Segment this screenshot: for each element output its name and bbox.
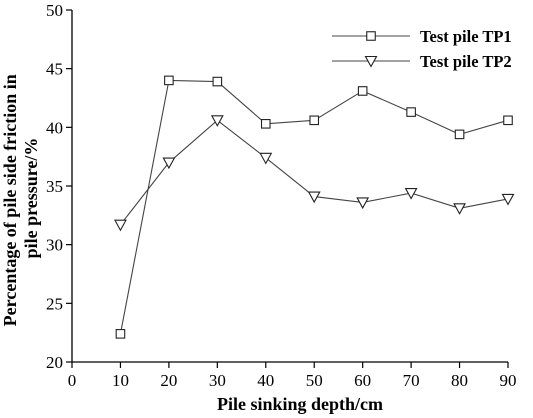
- y-tick-label: 20: [46, 353, 63, 372]
- data-point-triangle: [210, 115, 224, 127]
- data-point-square: [357, 86, 368, 96]
- series-line: [120, 119, 509, 226]
- x-tick-label: 80: [451, 371, 468, 390]
- data-point-square: [454, 129, 465, 140]
- x-tick-label: 30: [209, 371, 226, 390]
- x-tick-label: 40: [257, 371, 274, 390]
- data-point-triangle: [356, 197, 370, 210]
- x-ticks: 0 10 20 30 40 50 60 70 80 90: [68, 362, 517, 390]
- data-point-triangle: [501, 193, 515, 206]
- data-point-square: [212, 76, 223, 87]
- data-point-square: [164, 75, 174, 86]
- x-tick-label: 20: [160, 371, 177, 390]
- data-point-square: [503, 115, 513, 126]
- data-point-triangle: [259, 152, 273, 165]
- y-ticks: 20 25 30 35 40 45 50: [46, 1, 72, 372]
- y-tick-label: 30: [46, 236, 63, 255]
- y-tick-label: 45: [46, 60, 63, 79]
- y-axis-title-line-2: pile pressure/%: [21, 138, 41, 259]
- legend-item-tp2: Test pile TP2: [332, 52, 512, 71]
- legend-label-tp2: Test pile TP2: [420, 52, 512, 71]
- y-tick-label: 50: [46, 1, 63, 20]
- legend-item-tp1: Test pile TP1: [332, 27, 512, 46]
- series-tp2: [114, 115, 515, 232]
- series-layer: [114, 75, 515, 339]
- data-point-square: [115, 329, 126, 339]
- data-point-square: [406, 107, 416, 117]
- legend-marker-square: [366, 31, 376, 41]
- data-point-triangle: [453, 203, 466, 215]
- data-point-triangle: [307, 191, 321, 204]
- y-tick-label: 40: [46, 118, 63, 137]
- legend: Test pile TP1 Test pile TP2: [332, 27, 512, 71]
- x-tick-label: 70: [403, 371, 420, 390]
- x-tick-label: 10: [112, 371, 129, 390]
- y-axis-title-line-1: Percentage of pile side friction in: [0, 74, 20, 326]
- x-tick-label: 60: [354, 371, 371, 390]
- series-tp1: [115, 75, 513, 339]
- data-point-square: [260, 119, 271, 129]
- legend-label-tp1: Test pile TP1: [420, 27, 512, 46]
- x-tick-label: 50: [306, 371, 323, 390]
- data-point-triangle: [162, 157, 176, 170]
- x-tick-label: 90: [500, 371, 517, 390]
- data-point-triangle: [404, 187, 418, 200]
- y-tick-label: 25: [46, 294, 63, 313]
- legend-marker-triangle: [364, 55, 378, 68]
- y-axis-title: Percentage of pile side friction in pile…: [0, 70, 41, 327]
- data-point-triangle: [114, 219, 127, 232]
- data-point-square: [309, 115, 320, 126]
- x-tick-label: 0: [68, 371, 77, 390]
- x-axis-title: Pile sinking depth/cm: [217, 394, 383, 414]
- y-tick-label: 35: [46, 177, 63, 196]
